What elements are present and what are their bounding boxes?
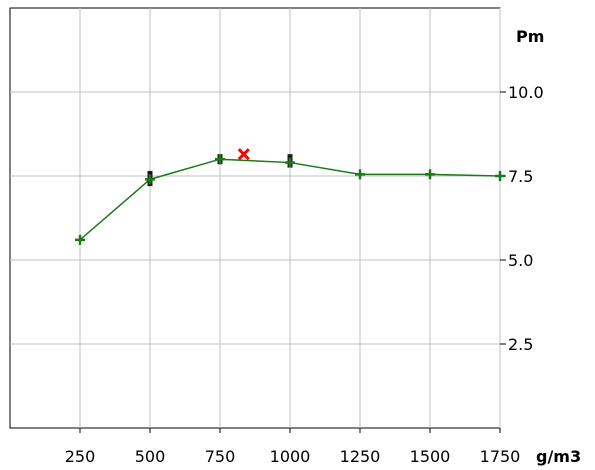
data-point-1000 bbox=[285, 157, 295, 168]
plot-frame bbox=[9, 7, 501, 429]
data-point-1500 bbox=[425, 169, 435, 180]
series-group bbox=[75, 148, 505, 245]
y-tick-label-5: 5.0 bbox=[508, 251, 533, 270]
y-axis-tick-labels: 2.5 5.0 7.5 10.0 bbox=[508, 83, 544, 354]
x-tick-label-500: 500 bbox=[135, 447, 166, 466]
data-point-1750 bbox=[495, 171, 505, 181]
x-tick-label-1000: 1000 bbox=[270, 447, 311, 466]
data-point-750 bbox=[215, 154, 225, 165]
highlight-point bbox=[237, 148, 250, 161]
data-point-250 bbox=[75, 234, 85, 245]
y-tick-label-7.5: 7.5 bbox=[508, 167, 533, 186]
x-tick-label-1500: 1500 bbox=[410, 447, 451, 466]
x-axis-tick-labels: 250 500 750 1000 1250 1500 1750 bbox=[65, 447, 521, 466]
x-tick-label-1750: 1750 bbox=[480, 447, 521, 466]
y-tick-label-10: 10.0 bbox=[508, 83, 544, 102]
data-point-500 bbox=[145, 174, 155, 185]
y-axis-unit-label: Pm bbox=[516, 27, 544, 46]
grid-lines bbox=[10, 8, 506, 433]
highlight-marker-b bbox=[237, 148, 250, 161]
data-point-1250 bbox=[355, 169, 365, 180]
plot-area bbox=[9, 7, 506, 433]
x-tick-label-1250: 1250 bbox=[340, 447, 381, 466]
x-tick-label-750: 750 bbox=[205, 447, 236, 466]
x-tick-label-250: 250 bbox=[65, 447, 96, 466]
y-tick-label-2.5: 2.5 bbox=[508, 335, 533, 354]
x-axis-unit-label: g/m3 bbox=[536, 447, 581, 466]
